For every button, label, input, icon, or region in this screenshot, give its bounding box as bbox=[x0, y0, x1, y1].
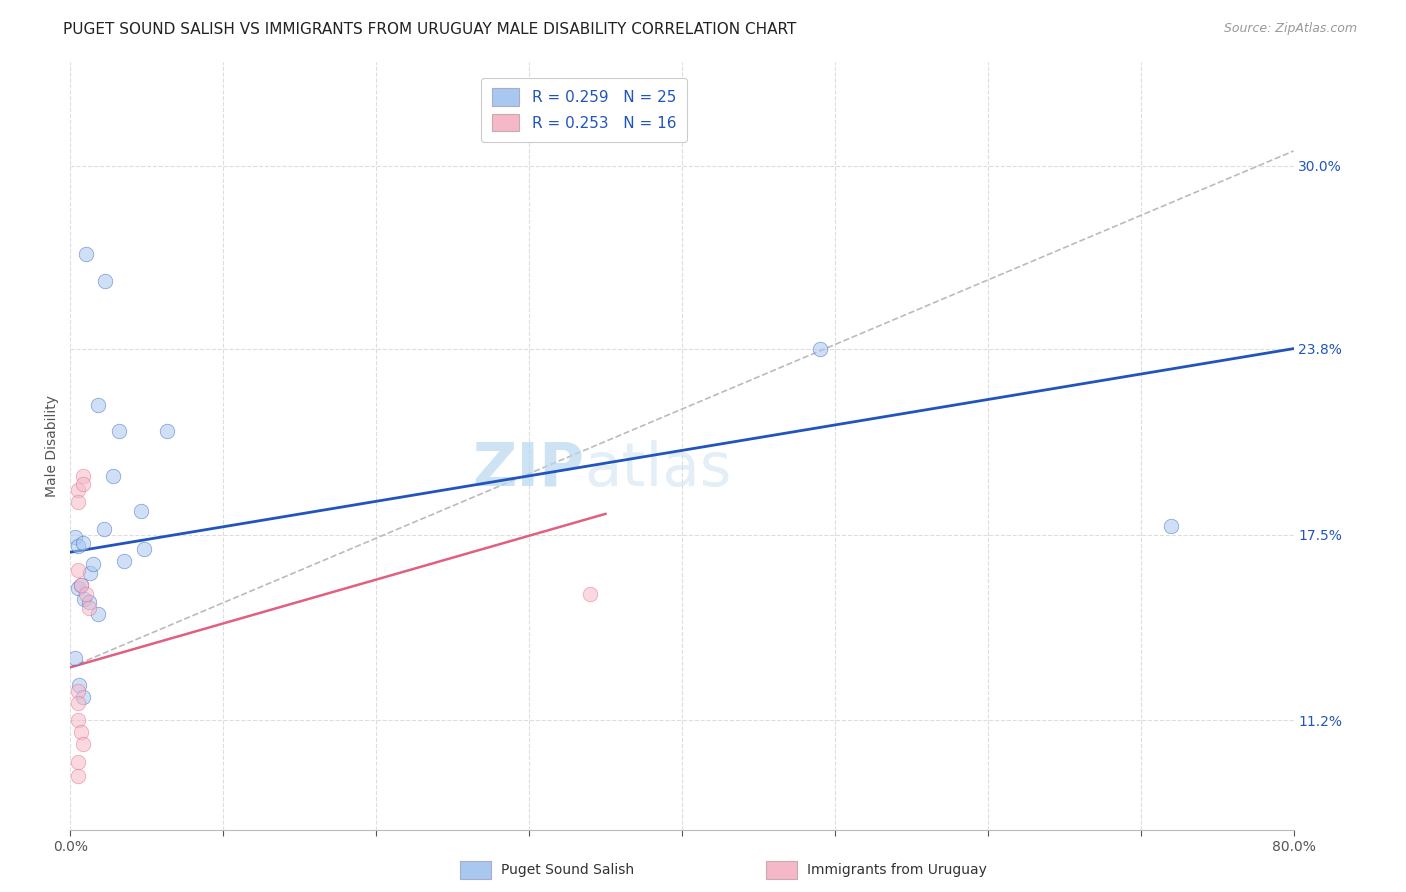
Point bbox=[112, 554, 135, 568]
Text: atlas: atlas bbox=[583, 440, 731, 499]
Point bbox=[79, 566, 101, 580]
Point bbox=[75, 247, 97, 261]
Point bbox=[66, 495, 89, 509]
Point bbox=[101, 468, 124, 483]
Point bbox=[66, 581, 89, 595]
Point bbox=[66, 539, 89, 553]
Point bbox=[66, 483, 89, 498]
Point bbox=[108, 424, 131, 438]
Point bbox=[579, 586, 602, 600]
Point bbox=[63, 651, 86, 665]
Point bbox=[72, 536, 94, 550]
Point bbox=[72, 737, 94, 751]
Text: ZIP: ZIP bbox=[472, 440, 583, 499]
Point bbox=[69, 678, 91, 692]
Point bbox=[82, 557, 104, 571]
Text: Immigrants from Uruguay: Immigrants from Uruguay bbox=[807, 863, 987, 877]
Point bbox=[63, 531, 86, 545]
Point bbox=[93, 522, 115, 536]
Point bbox=[87, 607, 110, 622]
Point bbox=[94, 274, 117, 288]
Text: Puget Sound Salish: Puget Sound Salish bbox=[501, 863, 634, 877]
Point bbox=[66, 684, 89, 698]
Y-axis label: Male Disability: Male Disability bbox=[45, 395, 59, 497]
Point bbox=[66, 769, 89, 783]
Point bbox=[70, 577, 93, 591]
Point bbox=[66, 714, 89, 728]
Point bbox=[70, 725, 93, 739]
Point bbox=[66, 563, 89, 577]
Point bbox=[72, 468, 94, 483]
Point bbox=[70, 577, 93, 591]
Point bbox=[87, 398, 110, 412]
Point bbox=[808, 342, 831, 356]
Text: Source: ZipAtlas.com: Source: ZipAtlas.com bbox=[1223, 22, 1357, 36]
Point bbox=[156, 424, 179, 438]
Point bbox=[75, 586, 97, 600]
Point bbox=[129, 504, 152, 518]
Point bbox=[72, 477, 94, 491]
Point bbox=[77, 595, 100, 609]
Point bbox=[1160, 518, 1182, 533]
Point bbox=[73, 592, 96, 607]
Point bbox=[77, 601, 100, 615]
Point bbox=[72, 690, 94, 704]
Point bbox=[66, 755, 89, 769]
Point bbox=[132, 542, 155, 557]
Legend: R = 0.259   N = 25, R = 0.253   N = 16: R = 0.259 N = 25, R = 0.253 N = 16 bbox=[481, 78, 688, 142]
Text: PUGET SOUND SALISH VS IMMIGRANTS FROM URUGUAY MALE DISABILITY CORRELATION CHART: PUGET SOUND SALISH VS IMMIGRANTS FROM UR… bbox=[63, 22, 797, 37]
Point bbox=[66, 696, 89, 710]
